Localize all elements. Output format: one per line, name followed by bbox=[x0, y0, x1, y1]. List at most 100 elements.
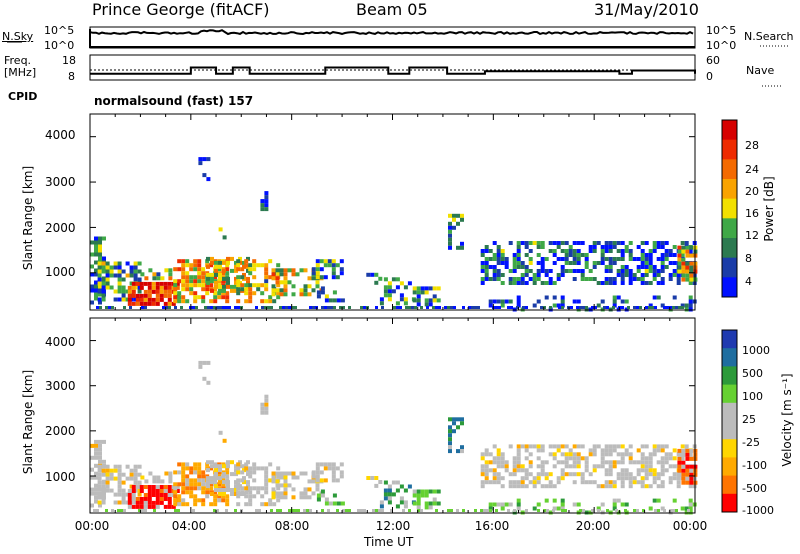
velocity-cell bbox=[592, 468, 597, 473]
velocity-cell bbox=[677, 460, 682, 465]
power-cell bbox=[327, 306, 330, 309]
power-cell bbox=[244, 287, 249, 292]
power-cell bbox=[664, 257, 669, 261]
power-cell bbox=[135, 297, 140, 302]
velocity-cell bbox=[236, 490, 241, 495]
velocity-cell bbox=[572, 472, 577, 477]
velocity-cell bbox=[584, 468, 589, 473]
velocity-cell bbox=[324, 501, 329, 506]
velocity-cell bbox=[193, 486, 198, 491]
velocity-echo-region bbox=[127, 485, 180, 509]
power-cell bbox=[228, 306, 231, 309]
power-cell bbox=[217, 267, 222, 272]
power-cell bbox=[98, 252, 102, 257]
velocity-cell bbox=[331, 470, 336, 475]
velocity-cell bbox=[299, 471, 304, 476]
velocity-cell bbox=[138, 509, 141, 512]
power-cell bbox=[109, 273, 114, 278]
power-cell bbox=[684, 303, 689, 308]
velocity-cell bbox=[399, 500, 404, 505]
power-cell bbox=[260, 283, 265, 288]
velocity-cell bbox=[576, 472, 581, 477]
velocity-cell bbox=[600, 448, 605, 453]
power-cell bbox=[407, 281, 412, 286]
power-cell bbox=[656, 241, 661, 245]
velocity-cell bbox=[260, 486, 265, 491]
velocity-cell bbox=[448, 433, 452, 438]
power-cell bbox=[279, 292, 284, 297]
power-cell bbox=[516, 299, 521, 304]
velocity-cell bbox=[688, 502, 693, 507]
velocity-cell bbox=[524, 444, 529, 449]
velocity-cell bbox=[164, 471, 169, 476]
velocity-cell bbox=[628, 480, 633, 485]
velocity-cell bbox=[536, 502, 541, 507]
velocity-cell bbox=[652, 498, 657, 503]
velocity-cell bbox=[680, 444, 685, 449]
velocity-cell bbox=[520, 468, 525, 473]
velocity-cell bbox=[556, 460, 561, 465]
power-cell bbox=[383, 277, 388, 282]
power-cell bbox=[620, 273, 625, 277]
velocity-cell bbox=[512, 468, 517, 473]
velocity-cell bbox=[688, 498, 693, 503]
power-cell bbox=[279, 272, 284, 277]
velocity-cell bbox=[121, 492, 126, 497]
velocity-cell bbox=[572, 480, 577, 485]
power-cell bbox=[558, 306, 561, 309]
velocity-cell bbox=[568, 464, 573, 469]
power-cell bbox=[222, 288, 226, 293]
power-cell bbox=[689, 265, 694, 270]
velocity-cell bbox=[236, 462, 241, 467]
velocity-cell bbox=[564, 452, 569, 457]
velocity-cell bbox=[452, 429, 456, 434]
velocity-cell bbox=[689, 456, 694, 461]
velocity-cell bbox=[113, 464, 118, 469]
velocity-cell bbox=[98, 487, 102, 492]
velocity-cell bbox=[168, 475, 173, 480]
power-cell bbox=[230, 268, 234, 273]
power-cell bbox=[283, 292, 288, 297]
power-colorbar-swatch bbox=[722, 218, 737, 239]
velocity-cell bbox=[113, 492, 118, 497]
power-cell bbox=[264, 191, 269, 196]
velocity-cell bbox=[628, 476, 633, 481]
power-colorbar-swatch bbox=[722, 257, 737, 278]
velocity-cell bbox=[450, 509, 453, 512]
power-cell bbox=[315, 280, 320, 285]
velocity-cell bbox=[306, 509, 309, 512]
power-cell bbox=[236, 275, 241, 280]
velocity-cell bbox=[403, 500, 408, 505]
velocity-cell bbox=[244, 494, 249, 499]
power-cell bbox=[225, 299, 230, 304]
velocity-cell bbox=[279, 471, 284, 476]
power-cell bbox=[484, 273, 489, 277]
velocity-cell bbox=[101, 464, 106, 469]
velocity-cell bbox=[291, 495, 296, 500]
power-cell bbox=[264, 287, 269, 292]
power-cell bbox=[660, 303, 665, 308]
power-cell bbox=[271, 288, 276, 293]
power-cell bbox=[311, 276, 316, 281]
velocity-cell bbox=[109, 472, 114, 477]
panel-frame bbox=[89, 26, 696, 49]
power-cell bbox=[214, 268, 218, 273]
power-cell bbox=[681, 261, 686, 266]
power-cell bbox=[387, 293, 392, 298]
power-cell bbox=[616, 269, 621, 273]
power-cell bbox=[137, 261, 142, 266]
power-cell bbox=[588, 277, 593, 281]
velocity-cell bbox=[117, 468, 122, 473]
power-cell bbox=[101, 281, 106, 286]
velocity-echo-region bbox=[97, 464, 142, 505]
velocity-cell bbox=[560, 452, 565, 457]
power-cell bbox=[268, 259, 273, 264]
velocity-cell bbox=[588, 472, 593, 477]
power-cell bbox=[480, 277, 485, 281]
velocity-cell bbox=[582, 509, 585, 512]
velocity-cell bbox=[608, 452, 613, 457]
power-cell bbox=[444, 306, 447, 309]
date-label: 31/May/2010 bbox=[594, 0, 699, 19]
velocity-cell bbox=[234, 480, 238, 485]
velocity-echo-region bbox=[198, 360, 211, 385]
